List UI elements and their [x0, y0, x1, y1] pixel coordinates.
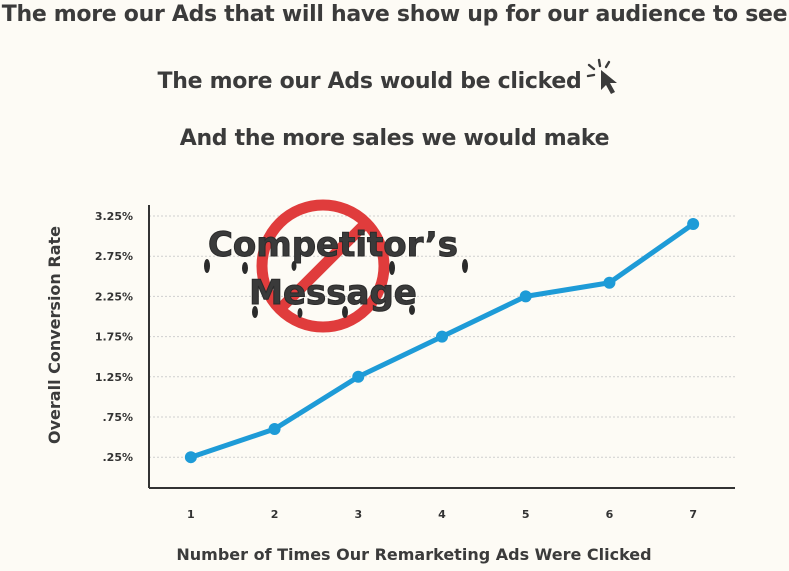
series-conversion-rate [184, 218, 700, 464]
stamp-line-2: Message [249, 273, 417, 313]
data-point [603, 276, 616, 289]
y-tick-label: 3.25% [95, 210, 133, 223]
y-tick-label: .25% [102, 451, 133, 464]
data-point [352, 370, 365, 383]
headline-line-2: The more our Ads would be clicked [0, 58, 789, 102]
headline-line-1: The more our Ads that will have show up … [1, 2, 788, 27]
y-tick-label: .75% [102, 411, 133, 424]
y-tick-label: 2.75% [95, 250, 133, 263]
x-tick-label: 5 [522, 508, 530, 521]
grid-lines [149, 215, 735, 458]
data-point [436, 330, 448, 343]
axes [148, 205, 735, 489]
y-axis-title: Overall Conversion Rate [45, 226, 64, 444]
stamp-line-1: Competitor’s [208, 225, 458, 265]
headline-line-3: And the more sales we would make [179, 126, 610, 151]
data-point [268, 423, 281, 436]
x-tick-label: 3 [354, 508, 362, 521]
prohibited-sign-icon [256, 199, 390, 333]
y-tick-label: 2.25% [95, 290, 133, 303]
cursor-click-icon [585, 56, 631, 102]
y-tick-label: 1.75% [95, 331, 133, 344]
data-point [687, 218, 700, 231]
headline-line-2-text: The more our Ads would be clicked [157, 69, 582, 94]
x-tick-label: 1 [187, 508, 195, 521]
y-tick-label: 1.25% [95, 371, 133, 384]
x-tick-label: 6 [606, 508, 614, 521]
y-tick-labels: .25% .75% 1.25% 1.75% 2.25% 2.75% 3.25% [95, 210, 133, 464]
stamp-drips [204, 259, 468, 318]
x-tick-label: 4 [438, 508, 446, 521]
prohibited-slash [273, 216, 373, 316]
x-axis-title: Number of Times Our Remarketing Ads Were… [176, 545, 651, 564]
x-tick-label: 2 [271, 508, 279, 521]
data-point [519, 290, 532, 303]
x-tick-labels: 1 2 3 4 5 6 7 [187, 508, 697, 521]
x-tick-label: 7 [689, 508, 697, 521]
data-point [184, 451, 197, 464]
competitor-message-stamp: Competitor’s Message [204, 199, 468, 333]
